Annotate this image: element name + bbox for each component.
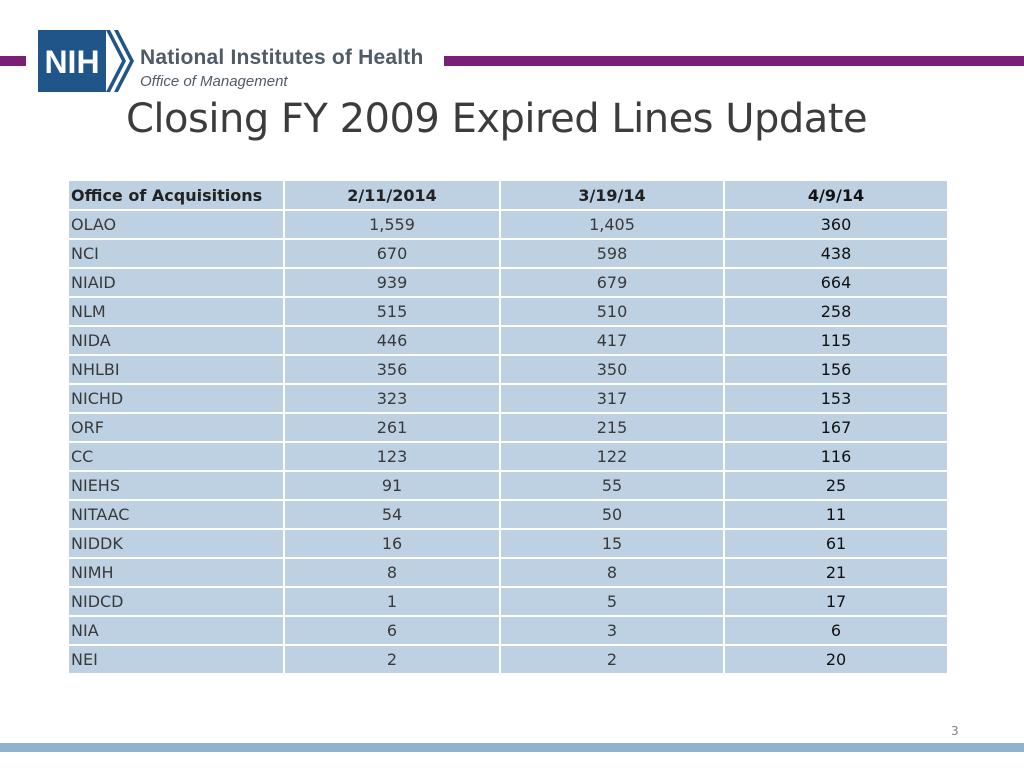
count-cell: 446 <box>283 325 501 356</box>
count-cell: 25 <box>723 470 949 501</box>
count-cell: 350 <box>499 354 725 385</box>
count-cell: 122 <box>499 441 725 472</box>
count-cell: 17 <box>723 586 949 617</box>
count-cell: 215 <box>499 412 725 443</box>
accent-bar-left <box>0 56 26 66</box>
count-cell: 1,559 <box>283 209 501 240</box>
table-row: NLM 515 510 258 <box>67 296 949 327</box>
count-cell: 679 <box>499 267 725 298</box>
org-name: National Institutes of Health <box>140 46 424 69</box>
count-cell: 3 <box>499 615 725 646</box>
count-cell: 54 <box>283 499 501 530</box>
accent-bar-right <box>444 56 1024 66</box>
count-cell: 153 <box>723 383 949 414</box>
nih-logo-text: NIH <box>44 44 99 80</box>
table-row: NIDCD 1 5 17 <box>67 586 949 617</box>
count-cell: 670 <box>283 238 501 269</box>
nih-logo-icon: NIH <box>38 30 134 92</box>
office-cell: NITAAC <box>67 499 285 530</box>
header-office: Office of Acquisitions <box>67 179 285 211</box>
office-cell: NIAID <box>67 267 285 298</box>
table-body: OLAO 1,559 1,405 360 NCI 670 598 438 NIAID 939 679… <box>67 209 949 675</box>
count-cell: 167 <box>723 412 949 443</box>
count-cell: 156 <box>723 354 949 385</box>
count-cell: 50 <box>499 499 725 530</box>
count-cell: 598 <box>499 238 725 269</box>
page-title: Closing FY 2009 Expired Lines Update <box>126 96 868 142</box>
office-cell: NICHD <box>67 383 285 414</box>
count-cell: 5 <box>499 586 725 617</box>
office-cell: OLAO <box>67 209 285 240</box>
count-cell: 6 <box>283 615 501 646</box>
count-cell: 360 <box>723 209 949 240</box>
table-row: NCI 670 598 438 <box>67 238 949 269</box>
slide-header: NIH National Institutes of Health Office… <box>0 0 1024 142</box>
count-cell: 356 <box>283 354 501 385</box>
office-cell: NHLBI <box>67 354 285 385</box>
count-cell: 2 <box>283 644 501 675</box>
table-row: NITAAC 54 50 11 <box>67 499 949 530</box>
expired-lines-table: Office of Acquisitions 2/11/2014 3/19/14… <box>67 179 949 675</box>
count-cell: 323 <box>283 383 501 414</box>
office-cell: CC <box>67 441 285 472</box>
office-cell: NIDA <box>67 325 285 356</box>
table-row: NIEHS 91 55 25 <box>67 470 949 501</box>
count-cell: 2 <box>499 644 725 675</box>
office-cell: NIMH <box>67 557 285 588</box>
count-cell: 55 <box>499 470 725 501</box>
count-cell: 116 <box>723 441 949 472</box>
count-cell: 115 <box>723 325 949 356</box>
count-cell: 258 <box>723 296 949 327</box>
table-row: ORF 261 215 167 <box>67 412 949 443</box>
page-number: 3 <box>951 724 959 738</box>
header-date-1: 2/11/2014 <box>283 179 501 211</box>
office-cell: NIDCD <box>67 586 285 617</box>
count-cell: 417 <box>499 325 725 356</box>
count-cell: 317 <box>499 383 725 414</box>
table-row: NIDA 446 417 115 <box>67 325 949 356</box>
table-row: NEI 2 2 20 <box>67 644 949 675</box>
count-cell: 1 <box>283 586 501 617</box>
header-date-2: 3/19/14 <box>499 179 725 211</box>
table-row: NIA 6 3 6 <box>67 615 949 646</box>
count-cell: 939 <box>283 267 501 298</box>
count-cell: 8 <box>499 557 725 588</box>
org-subtitle: Office of Management <box>140 73 288 90</box>
table-row: NHLBI 356 350 156 <box>67 354 949 385</box>
count-cell: 261 <box>283 412 501 443</box>
count-cell: 1,405 <box>499 209 725 240</box>
count-cell: 15 <box>499 528 725 559</box>
count-cell: 6 <box>723 615 949 646</box>
table-row: OLAO 1,559 1,405 360 <box>67 209 949 240</box>
office-cell: NCI <box>67 238 285 269</box>
header-date-3: 4/9/14 <box>723 179 949 211</box>
table-row: NIDDK 16 15 61 <box>67 528 949 559</box>
office-cell: NEI <box>67 644 285 675</box>
data-table-container: Office of Acquisitions 2/11/2014 3/19/14… <box>67 179 949 675</box>
table-row: NIMH 8 8 21 <box>67 557 949 588</box>
count-cell: 123 <box>283 441 501 472</box>
count-cell: 21 <box>723 557 949 588</box>
count-cell: 16 <box>283 528 501 559</box>
count-cell: 11 <box>723 499 949 530</box>
count-cell: 664 <box>723 267 949 298</box>
footer-bar <box>0 743 1024 752</box>
count-cell: 61 <box>723 528 949 559</box>
office-cell: ORF <box>67 412 285 443</box>
table-row: NIAID 939 679 664 <box>67 267 949 298</box>
office-cell: NIEHS <box>67 470 285 501</box>
count-cell: 510 <box>499 296 725 327</box>
table-row: NICHD 323 317 153 <box>67 383 949 414</box>
office-cell: NLM <box>67 296 285 327</box>
count-cell: 8 <box>283 557 501 588</box>
count-cell: 20 <box>723 644 949 675</box>
office-cell: NIDDK <box>67 528 285 559</box>
office-cell: NIA <box>67 615 285 646</box>
table-header-row: Office of Acquisitions 2/11/2014 3/19/14… <box>67 179 949 211</box>
table-row: CC 123 122 116 <box>67 441 949 472</box>
count-cell: 91 <box>283 470 501 501</box>
count-cell: 515 <box>283 296 501 327</box>
count-cell: 438 <box>723 238 949 269</box>
